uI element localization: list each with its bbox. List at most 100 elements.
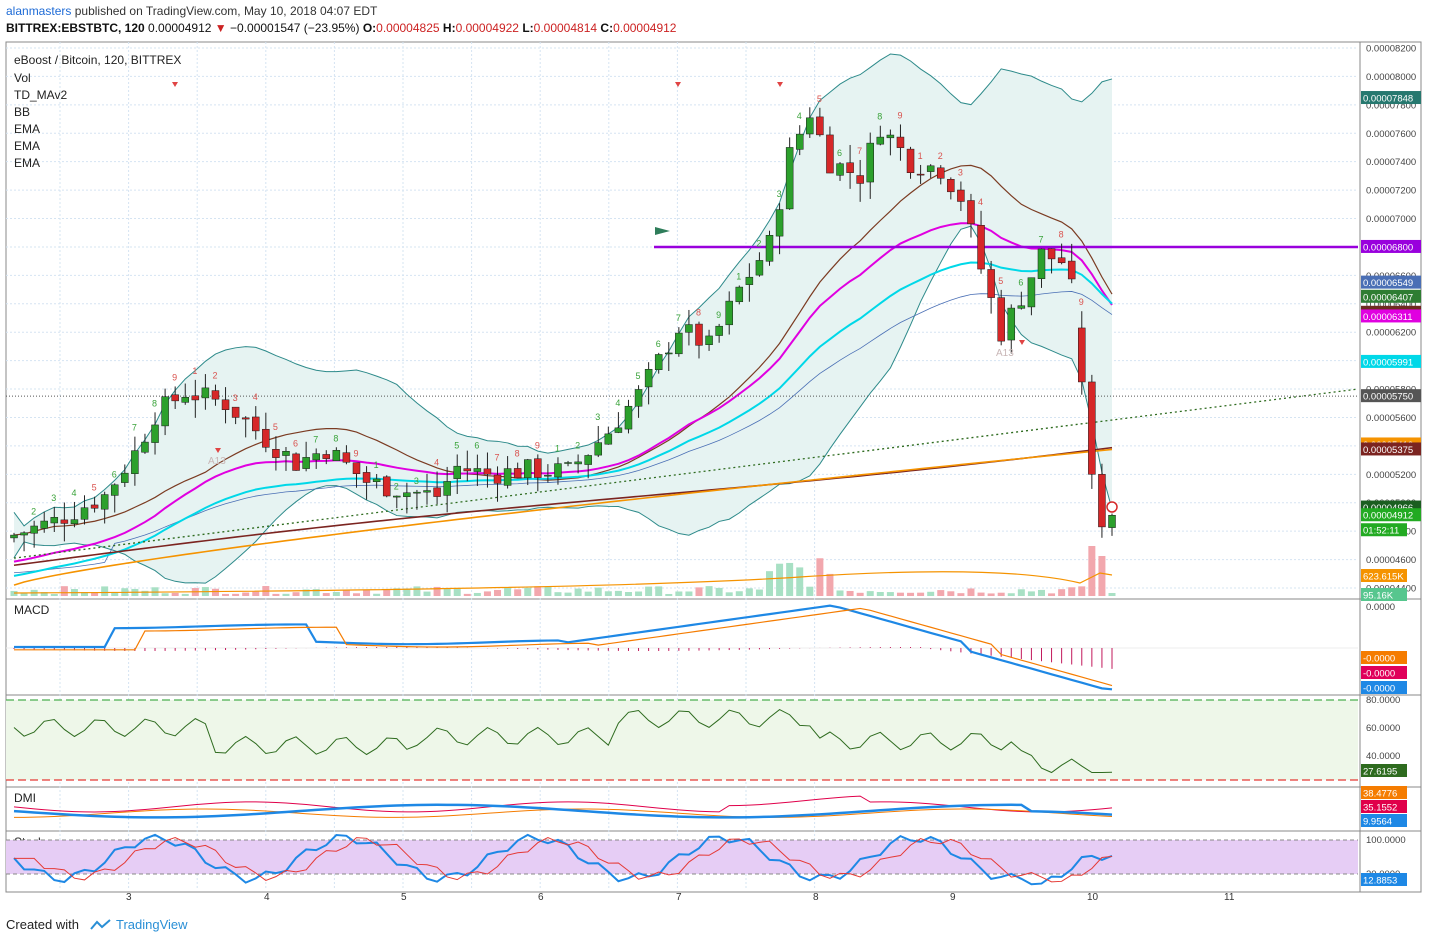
volume-bar	[40, 592, 48, 596]
chart-canvas[interactable]: 0.00008200 0.00008000 0.00007800 0.00007600…	[0, 40, 1429, 905]
volume-bar	[1088, 546, 1096, 596]
volume-bar	[10, 590, 18, 596]
candle	[675, 327, 683, 357]
volume-bar	[373, 593, 381, 596]
price-tick-label: 0.00008000	[1366, 72, 1416, 83]
candle-body	[372, 478, 381, 482]
td-count-label: 6	[1018, 278, 1023, 288]
volume-bar	[937, 590, 945, 596]
candle	[282, 447, 290, 471]
candle	[554, 457, 562, 485]
tradingview-brand[interactable]: TradingView	[116, 917, 188, 932]
candle	[594, 425, 603, 458]
candle	[141, 433, 149, 454]
price-label: 95.16K	[1363, 591, 1394, 602]
candle-body	[443, 481, 451, 496]
candle-body	[957, 189, 965, 202]
candle	[1067, 243, 1076, 284]
candle-body	[836, 163, 844, 176]
trend-line-dotted	[13, 388, 1359, 559]
candle	[715, 323, 723, 343]
candle	[453, 454, 461, 495]
candle-body	[241, 417, 250, 420]
header-bar: alanmasters published on TradingView.com…	[0, 0, 1429, 40]
author-link[interactable]: alanmasters	[6, 4, 72, 18]
candle-body	[947, 179, 955, 193]
price-label-box	[1361, 569, 1407, 582]
candle	[916, 164, 925, 184]
candle	[725, 291, 733, 335]
candle-body	[332, 450, 341, 461]
price-label: 0.00006800	[1363, 242, 1413, 253]
td-count-label: 4	[797, 111, 802, 121]
td-count-label: 4	[434, 458, 439, 468]
td-count-label: 6	[474, 441, 479, 451]
candle	[947, 177, 955, 200]
volume-bar	[1048, 593, 1056, 596]
candle	[372, 474, 381, 489]
stoch-d-line	[14, 836, 1113, 883]
volume-bar	[695, 587, 703, 596]
td-count-label: 2	[394, 481, 399, 491]
volume-bar	[1108, 593, 1116, 596]
candle-body	[10, 534, 18, 539]
volume-bar	[413, 586, 421, 596]
td-count-label: 3	[958, 168, 963, 178]
macd-tick: 0.0000	[1366, 602, 1395, 613]
candle-body	[1088, 381, 1096, 475]
candle	[665, 342, 673, 372]
candle-body	[292, 453, 300, 471]
stoch-value: 12.8853	[1363, 876, 1397, 887]
volume-bar	[554, 592, 562, 596]
candle	[272, 436, 280, 471]
price-label: 0.00005375	[1363, 445, 1413, 456]
volume-bar	[352, 593, 360, 596]
td-count-label: 9	[172, 372, 177, 382]
annotation-a13: A13	[208, 456, 226, 467]
volume-bar	[735, 591, 743, 596]
candle-body	[262, 428, 270, 448]
candle	[252, 406, 260, 440]
volume-bar	[524, 587, 532, 596]
volume-bar	[1037, 589, 1045, 596]
dmi-plus-line	[13, 795, 1113, 813]
price-label-box	[1361, 442, 1421, 456]
candle	[775, 203, 784, 255]
candle	[322, 450, 331, 465]
candle-body	[564, 462, 572, 464]
signal-triangle-icon	[777, 82, 783, 87]
candle	[463, 450, 472, 482]
candle	[181, 383, 189, 405]
candle	[262, 412, 270, 453]
ohlc-line: BITTREX:EBSTBTC, 120 0.00004912 ▼ −0.000…	[6, 21, 676, 35]
volume-bar	[907, 592, 915, 596]
stoch-value-box	[1361, 873, 1407, 886]
candle	[1037, 248, 1046, 288]
volume-bar	[1058, 589, 1066, 596]
candle	[443, 466, 451, 513]
time-axis-label: 4	[264, 892, 270, 903]
volume-bar	[50, 593, 58, 596]
volume-bar	[947, 591, 955, 596]
candle-body	[634, 389, 643, 407]
price-label-box	[1361, 389, 1421, 403]
candle-body	[40, 520, 48, 529]
candle-body	[191, 395, 200, 401]
candle-body	[584, 455, 592, 465]
price-label-box	[1361, 588, 1407, 601]
candle	[987, 260, 995, 314]
candle-body	[1098, 474, 1106, 528]
volume-bar	[101, 586, 109, 596]
volume-bar	[1027, 591, 1035, 596]
ema-orange-line	[13, 448, 1113, 586]
candle-body	[201, 387, 210, 399]
bollinger-band-fill	[14, 54, 1112, 584]
price-label: 623.615K	[1363, 572, 1404, 583]
candle	[393, 495, 401, 509]
volume-bar	[836, 590, 844, 596]
candle-body	[141, 441, 149, 453]
price-label: 0.00006549	[1363, 278, 1413, 289]
td-count-label: 5	[817, 94, 822, 104]
candle	[574, 454, 582, 474]
candle-body	[513, 468, 522, 479]
